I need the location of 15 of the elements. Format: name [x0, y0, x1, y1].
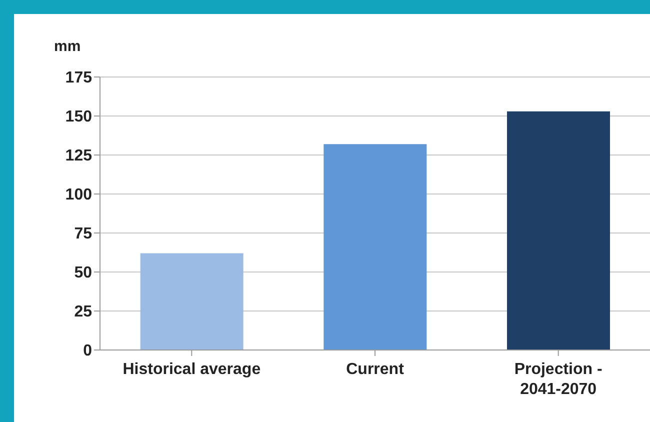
y-tick-label: 175	[65, 70, 92, 87]
y-tick-label: 150	[65, 108, 92, 126]
y-tick-label: 50	[74, 264, 92, 282]
y-tick-label: 125	[65, 148, 92, 165]
bar	[324, 144, 427, 350]
x-tick-label: Historical average	[122, 361, 261, 378]
y-tick-label: 0	[83, 342, 92, 360]
x-tick-label: Current	[346, 361, 405, 378]
bar	[507, 111, 610, 350]
y-tick-label: 25	[74, 304, 92, 321]
y-tick-label: 75	[74, 226, 92, 243]
y-tick-label: 100	[65, 186, 92, 204]
y-axis-title: mm	[54, 38, 81, 55]
bar	[140, 253, 244, 350]
x-tick-label: Projection - 2041-2070	[514, 361, 602, 398]
